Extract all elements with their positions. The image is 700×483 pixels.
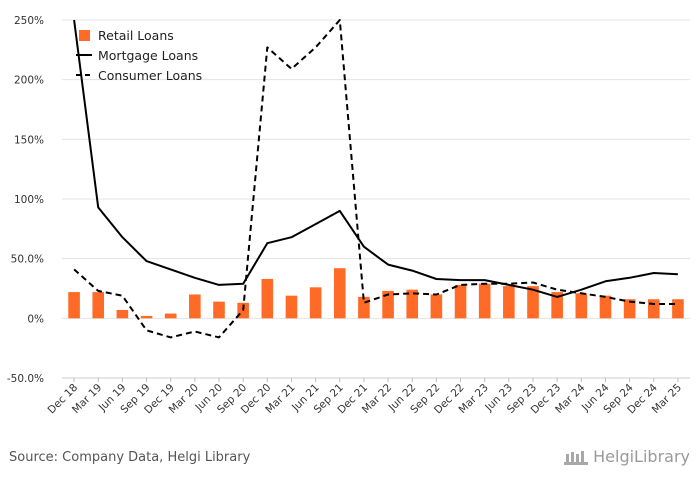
bar-series [68,268,684,319]
library-icon [564,450,589,465]
legend: Retail Loans Mortgage Loans Consumer Loa… [76,28,202,83]
bar-retail-loans [623,299,636,319]
bar-retail-loans [116,309,129,319]
line-series [73,19,678,339]
bar-retail-loans [261,278,274,319]
line-consumer-loans [73,19,678,339]
bar-retail-loans [575,293,588,319]
y-tick-label: 250% [14,15,44,27]
bar-retail-loans [599,295,612,319]
bar-retail-loans [68,292,80,319]
source-note: Source: Company Data, Helgi Library [9,450,251,465]
y-tick-label: 50.0% [11,254,44,266]
bar-retail-loans [164,313,177,319]
bar-retail-loans [213,301,225,319]
bar-retail-loans [454,284,467,319]
y-tick-label: 200% [14,75,44,87]
bar-retail-loans [309,287,322,319]
bar-retail-loans [478,283,491,319]
bar-retail-loans [92,292,105,319]
brand-logo[interactable]: HelgiLibrary [563,447,690,466]
bar-retail-loans [672,299,684,319]
bar-retail-loans [551,292,563,319]
bar-retail-loans [406,289,419,319]
y-tick-label: 0% [27,313,44,325]
bar-retail-loans [140,315,153,319]
y-axis-ticks: -50.0% 0% 50.0% 100% 150% 200% 250% [7,15,44,385]
legend-swatch-retail [79,30,90,41]
bar-retail-loans [358,296,370,319]
legend-label-mortgage: Mortgage Loans [98,48,198,63]
bar-retail-loans [503,286,515,319]
legend-label-retail: Retail Loans [98,28,174,43]
bar-retail-loans [382,290,394,319]
bar-retail-loans [647,299,660,319]
bar-retail-loans [285,295,298,319]
y-tick-label: -50.0% [7,373,44,385]
brand-name: HelgiLibrary [593,447,690,466]
y-tick-label: 100% [14,194,44,206]
bar-retail-loans [189,294,201,319]
line-mortgage-loans [73,19,678,298]
bar-retail-loans [333,268,346,319]
legend-label-consumer: Consumer Loans [98,68,202,83]
bar-retail-loans [527,286,539,319]
bar-retail-loans [430,294,443,319]
y-tick-label: 150% [14,134,44,146]
